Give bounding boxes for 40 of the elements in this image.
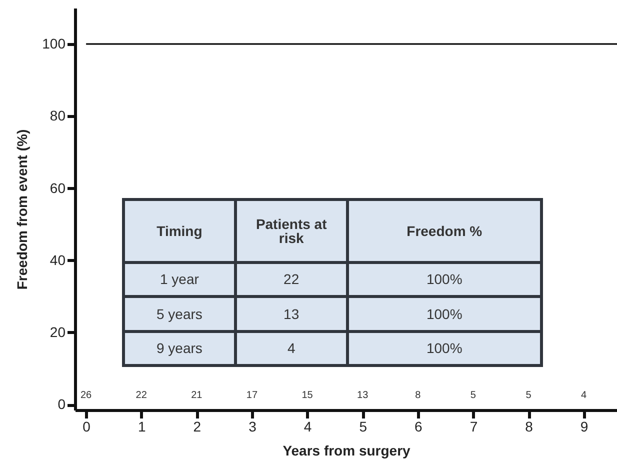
annotation: 5 (526, 390, 532, 401)
annotation: 100% (347, 262, 542, 297)
annotation: 17 (246, 390, 258, 401)
annotation: Patients at risk (235, 200, 348, 262)
y-tick-label: 40 (50, 252, 66, 268)
x-tick-label: 8 (525, 418, 534, 434)
x-tick-label: 4 (304, 418, 312, 434)
y-tick-label: 100 (42, 36, 66, 52)
x-tick-label: 9 (580, 418, 588, 434)
x-tick-label: 5 (359, 418, 368, 434)
x-tick-label: 0 (82, 418, 91, 434)
annotation: 5 (470, 390, 476, 401)
y-axis-title: Freedom from event (%) (14, 129, 30, 290)
x-tick-label: 1 (138, 418, 146, 434)
annotation: 21 (191, 390, 203, 401)
y-tick-label: 20 (50, 324, 66, 340)
annotation: 26 (80, 390, 92, 401)
y-tick-label: 0 (58, 396, 66, 412)
annotation: 100% (347, 331, 542, 366)
annotation: 22 (136, 390, 148, 401)
annotation: 100% (347, 296, 542, 332)
y-tick-label: 60 (50, 180, 66, 196)
x-tick-label: 2 (193, 418, 202, 434)
x-tick-label: 6 (414, 418, 422, 434)
x-axis-title: Years from surgery (282, 442, 411, 458)
annotation: 8 (415, 390, 422, 401)
annotation: 22 (235, 262, 348, 297)
annotation: 13 (235, 296, 348, 332)
annotation: 9 years (124, 331, 236, 366)
annotation: Freedom % (347, 200, 542, 262)
annotation: 4 (581, 390, 588, 401)
x-tick-label: 7 (470, 418, 478, 434)
annotation: Timing (124, 200, 236, 262)
annotation: 5 years (124, 296, 236, 332)
x-tick-label: 3 (248, 418, 257, 434)
annotation: 1 year (124, 262, 236, 297)
annotation: 4 (235, 331, 348, 366)
y-tick-label: 80 (50, 108, 66, 124)
annotation: 15 (302, 390, 314, 401)
annotation: 13 (357, 390, 369, 401)
